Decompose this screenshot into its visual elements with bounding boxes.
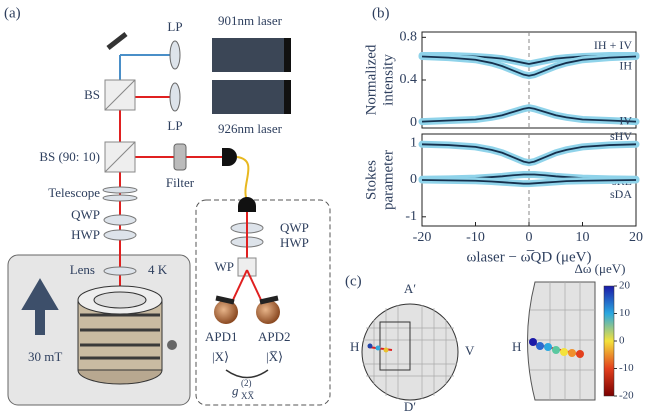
y-tick-label: 0.4 xyxy=(400,72,418,87)
y-axis-label: Normalized xyxy=(363,44,379,115)
filter xyxy=(174,144,186,170)
y-tick-label: 0 xyxy=(410,172,417,187)
label: BS xyxy=(84,87,100,102)
fiber-coupler xyxy=(222,148,237,166)
mirror xyxy=(108,34,126,48)
apd xyxy=(260,298,278,302)
x-tick-label: 10 xyxy=(576,230,590,245)
figure: (a) LP 901nm laser LP 926nm laser BS BS … xyxy=(0,0,652,414)
axis-label: H xyxy=(350,339,359,354)
series-label: IV xyxy=(619,113,632,127)
label: XX̅ xyxy=(241,391,254,401)
label: |X̅⟩ xyxy=(266,349,283,364)
colorbar-tick-label: 10 xyxy=(619,307,631,319)
laser xyxy=(284,38,291,72)
colorbar-tick-label: -10 xyxy=(619,362,634,374)
colorbar-tick-label: 0 xyxy=(619,335,625,347)
label: |X⟩ xyxy=(212,349,229,364)
label: Filter xyxy=(166,175,195,190)
axis-label: V xyxy=(465,343,475,358)
x-tick-label: -20 xyxy=(413,230,432,245)
x-tick-label: 0 xyxy=(526,230,533,245)
panel-label: (b) xyxy=(372,5,390,21)
series-label: sDA xyxy=(610,187,632,201)
series-label: IH xyxy=(619,58,632,72)
y-axis-label: intensity xyxy=(380,54,396,106)
label: APD1 xyxy=(205,329,238,344)
apd xyxy=(216,298,234,302)
laser xyxy=(212,38,284,72)
y-tick-label: 0.8 xyxy=(400,30,418,45)
label: BS (90: 10) xyxy=(39,149,100,164)
laser xyxy=(284,80,291,114)
colorbar xyxy=(604,286,614,396)
polarizer xyxy=(170,41,180,69)
label: WP xyxy=(215,259,235,274)
label: HWP xyxy=(71,227,100,242)
cryostat xyxy=(78,286,177,384)
y-tick-label: 1 xyxy=(410,135,417,150)
label: 4 K xyxy=(148,262,168,277)
colorbar-tick-label: 20 xyxy=(619,280,631,292)
setup-schematic: (a) LP 901nm laser LP 926nm laser BS BS … xyxy=(4,5,330,405)
poincare-panel: (c) A′ V D′ H H Δω (μeV) xyxy=(345,261,625,414)
panel-label: (c) xyxy=(345,273,362,289)
label: 30 mT xyxy=(28,349,62,364)
label: 926nm laser xyxy=(218,121,283,136)
y-axis-label: parameter xyxy=(380,150,396,210)
polarizer xyxy=(170,83,180,111)
label: Telescope xyxy=(48,185,100,200)
correlation-arrow xyxy=(226,370,268,378)
y-tick-label: 0 xyxy=(410,115,417,130)
label: LP xyxy=(167,19,182,34)
label: APD2 xyxy=(258,329,291,344)
data-band xyxy=(422,144,636,162)
label: Lens xyxy=(70,262,95,277)
series-label: sHV xyxy=(610,129,632,143)
label: LP xyxy=(167,118,182,133)
axis-label: H xyxy=(512,339,521,354)
laser xyxy=(212,80,284,114)
zoomed-sphere xyxy=(528,282,596,400)
wollaston-prism xyxy=(238,258,256,276)
label: QWP xyxy=(71,207,100,222)
label: g xyxy=(232,383,239,398)
x-axis-label: ωlaser − ω̅QD (μeV) xyxy=(467,249,592,265)
colorbar-tick-label: -20 xyxy=(619,390,634,402)
axis-label: D′ xyxy=(404,399,416,414)
x-tick-label: -10 xyxy=(466,230,485,245)
label: QWP xyxy=(280,220,309,235)
apd xyxy=(214,300,238,324)
fiber-coupler xyxy=(238,197,256,212)
x-tick-label: 20 xyxy=(629,230,643,245)
axis-label: A′ xyxy=(404,281,416,296)
panel-label: (a) xyxy=(4,5,21,21)
label: HWP xyxy=(280,235,309,250)
y-axis-label: Stokes xyxy=(363,160,379,200)
apd xyxy=(256,300,280,324)
fiber xyxy=(237,157,248,200)
label: 901nm laser xyxy=(218,13,283,28)
label: (2) xyxy=(241,378,252,388)
series-label: IH + IV xyxy=(594,38,632,52)
y-tick-label: -1 xyxy=(405,209,417,224)
